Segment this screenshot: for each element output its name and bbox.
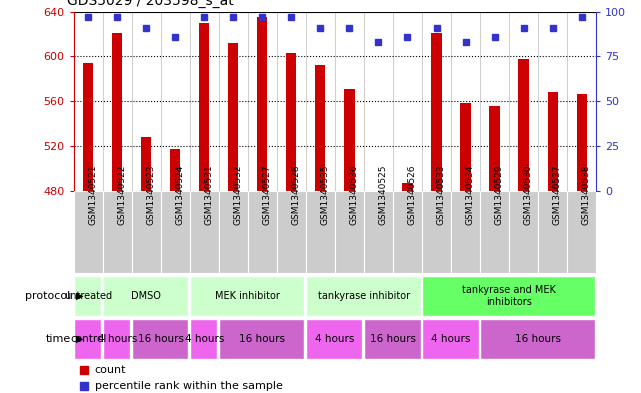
Bar (460, 103, 470, 191)
Bar (306, 319, 363, 359)
Bar (306, 276, 420, 316)
Bar (315, 65, 326, 191)
Bar (103, 276, 188, 316)
Bar (257, 17, 267, 191)
Bar (132, 319, 188, 359)
Bar (480, 319, 595, 359)
Bar (422, 319, 479, 359)
Bar (287, 53, 297, 191)
Text: GSM1340537: GSM1340537 (553, 164, 562, 225)
Text: GSM1340532: GSM1340532 (233, 165, 242, 225)
Bar (74, 191, 103, 273)
Bar (393, 191, 422, 273)
Text: ▶: ▶ (76, 291, 83, 301)
Text: GSM1340536: GSM1340536 (349, 164, 358, 225)
Bar (451, 191, 480, 273)
Bar (567, 191, 596, 273)
Bar (490, 106, 499, 191)
Text: GSM1340526: GSM1340526 (408, 165, 417, 225)
Text: control: control (70, 334, 106, 344)
Bar (219, 319, 304, 359)
Bar (480, 191, 509, 273)
Bar (538, 191, 567, 273)
Text: GSM1340529: GSM1340529 (495, 165, 504, 225)
Text: GSM1340535: GSM1340535 (320, 164, 329, 225)
Bar (103, 191, 132, 273)
Bar (509, 191, 538, 273)
Text: 16 hours: 16 hours (515, 334, 561, 344)
Text: percentile rank within the sample: percentile rank within the sample (95, 381, 283, 391)
Bar (277, 191, 306, 273)
Bar (190, 319, 217, 359)
Bar (344, 89, 354, 191)
Text: GSM1340534: GSM1340534 (465, 165, 474, 225)
Bar (306, 191, 335, 273)
Text: GSM1340530: GSM1340530 (524, 164, 533, 225)
Text: GSM1340524: GSM1340524 (175, 165, 185, 225)
Text: tankyrase inhibitor: tankyrase inhibitor (318, 291, 410, 301)
Text: GSM1340522: GSM1340522 (117, 165, 126, 225)
Bar (335, 191, 364, 273)
Bar (228, 43, 238, 191)
Bar (364, 191, 393, 273)
Bar (112, 33, 122, 191)
Text: MEK inhibitor: MEK inhibitor (215, 291, 280, 301)
Bar (248, 191, 277, 273)
Text: 16 hours: 16 hours (239, 334, 285, 344)
Bar (74, 276, 101, 316)
Text: GSM1340528: GSM1340528 (292, 165, 301, 225)
Bar (161, 191, 190, 273)
Text: GDS5029 / 203598_s_at: GDS5029 / 203598_s_at (67, 0, 234, 8)
Text: 16 hours: 16 hours (138, 334, 184, 344)
Text: GSM1340523: GSM1340523 (146, 165, 155, 225)
Text: tankyrase and MEK
inhibitors: tankyrase and MEK inhibitors (462, 285, 556, 307)
Text: count: count (95, 365, 126, 375)
Text: 4 hours: 4 hours (315, 334, 354, 344)
Text: GSM1340521: GSM1340521 (88, 165, 97, 225)
Text: ▶: ▶ (76, 334, 83, 344)
Bar (219, 191, 248, 273)
Bar (132, 191, 161, 273)
Text: GSM1340527: GSM1340527 (262, 165, 271, 225)
Bar (422, 191, 451, 273)
Bar (103, 319, 130, 359)
Bar (547, 92, 558, 191)
Bar (199, 23, 210, 191)
Bar (190, 276, 304, 316)
Text: GSM1340533: GSM1340533 (437, 164, 445, 225)
Text: DMSO: DMSO (131, 291, 161, 301)
Bar (431, 33, 442, 191)
Bar (403, 183, 413, 191)
Bar (171, 149, 180, 191)
Bar (83, 63, 94, 191)
Bar (190, 191, 219, 273)
Text: GSM1340525: GSM1340525 (378, 165, 387, 225)
Bar (141, 137, 151, 191)
Text: GSM1340538: GSM1340538 (581, 164, 590, 225)
Text: GSM1340531: GSM1340531 (204, 164, 213, 225)
Text: 16 hours: 16 hours (370, 334, 416, 344)
Bar (422, 276, 595, 316)
Bar (74, 319, 101, 359)
Text: 4 hours: 4 hours (97, 334, 137, 344)
Text: time: time (46, 334, 71, 344)
Text: protocol: protocol (25, 291, 71, 301)
Bar (364, 319, 420, 359)
Text: 4 hours: 4 hours (431, 334, 470, 344)
Text: 4 hours: 4 hours (185, 334, 224, 344)
Text: untreated: untreated (64, 291, 112, 301)
Bar (519, 59, 529, 191)
Bar (576, 94, 587, 191)
